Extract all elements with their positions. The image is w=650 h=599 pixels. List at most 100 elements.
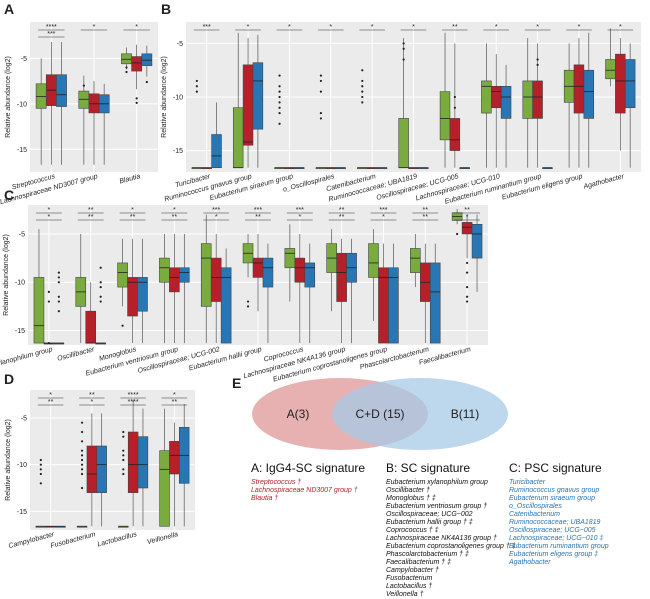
- outlier-point: [99, 285, 102, 289]
- outlier-point: [80, 454, 84, 457]
- outlier-point: [121, 324, 124, 327]
- outlier-point: [402, 58, 405, 61]
- outlier-point: [195, 79, 198, 83]
- box-1: [294, 257, 306, 283]
- category-label: Oscillibacter: [57, 346, 96, 363]
- outlier-point: [319, 117, 323, 120]
- y-tick-label: -15: [17, 509, 27, 516]
- sc-signature-item: Faecalibacterium † ‡: [386, 559, 451, 566]
- sc-signature-item: Eubacterium hallii group † ‡: [386, 519, 473, 526]
- psc-signature: C: PSC signature Turicibacter Ruminococcu…: [509, 461, 609, 567]
- y-tick-label: -15: [173, 148, 183, 155]
- outlier-point: [80, 463, 84, 466]
- box-0: [35, 83, 47, 109]
- box-2: [220, 267, 232, 344]
- box-1: [378, 267, 389, 344]
- outlier-point: [47, 290, 51, 293]
- psc-signature-item: o_Oscillospirales: [509, 503, 562, 510]
- box-2: [96, 445, 107, 493]
- significance-label: *: [298, 214, 301, 221]
- box-0: [481, 80, 492, 114]
- significance-label: *: [329, 24, 332, 31]
- outlier-point: [39, 482, 42, 485]
- outlier-point: [122, 435, 125, 438]
- outlier-point: [319, 74, 323, 77]
- psc-signature-list: Turicibacter Ruminococcus gnavus group Eub…: [509, 479, 609, 567]
- panel-C-ylabel: Relative abundance (log2): [3, 234, 10, 316]
- panel-A-ylabel: Relative abundance (log2): [5, 56, 12, 138]
- sc-signature-item: Campylobacter †: [386, 567, 439, 574]
- box-1: [242, 64, 254, 146]
- panel-B-ylabel: Relative abundance (log2): [161, 56, 168, 138]
- outlier-point: [39, 458, 42, 462]
- significance-label: *: [49, 392, 52, 399]
- significance-label: ***: [254, 207, 262, 214]
- box-1: [131, 56, 143, 72]
- significance-label: *: [495, 24, 498, 31]
- psc-signature-item: Lachnospiraceae; UCG−010 ‡: [509, 535, 604, 542]
- box-0: [159, 257, 170, 283]
- box-1: [127, 277, 138, 317]
- outlier-point: [99, 266, 102, 269]
- igg4sc-signature-title: A: IgG4-SC signature: [251, 461, 366, 475]
- outlier-point: [465, 300, 469, 303]
- box-1: [85, 310, 97, 344]
- outlier-point: [82, 84, 85, 87]
- category-label: Blautia: [119, 173, 142, 185]
- significance-label: *: [619, 24, 622, 31]
- outlier-point: [39, 468, 42, 471]
- significance-label: *: [371, 24, 374, 31]
- category-label: Agathobacter: [582, 173, 626, 191]
- significance-label: *: [288, 24, 291, 31]
- box-1: [573, 64, 585, 114]
- significance-label: **: [452, 24, 458, 31]
- outlier-point: [361, 95, 364, 99]
- sc-signature-item: Veillonella †: [386, 591, 424, 598]
- box-2: [137, 277, 148, 312]
- significance-label: *: [48, 214, 51, 221]
- significance-label: **: [88, 214, 94, 221]
- outlier-point: [99, 295, 102, 298]
- y-tick-label: -10: [17, 101, 27, 108]
- significance-label: *: [135, 24, 138, 31]
- box-0: [159, 450, 170, 527]
- category-label: Fusobacterium: [50, 531, 97, 550]
- significance-label: **: [172, 399, 178, 406]
- box-0: [33, 277, 45, 344]
- significance-label: **: [255, 214, 261, 221]
- sc-signature-item: Eubacterium xylanophilum group: [386, 479, 488, 486]
- outlier-point: [361, 79, 364, 83]
- outlier-point: [135, 97, 138, 100]
- venn-label-cd: C+D (15): [355, 407, 404, 421]
- outlier-point: [453, 95, 456, 99]
- significance-label: *: [131, 207, 134, 214]
- y-tick-label: -5: [21, 416, 27, 423]
- significance-label: **: [172, 214, 178, 221]
- sc-signature-item: Monoglobus † ‡: [386, 495, 436, 502]
- box-1: [127, 431, 139, 493]
- outlier-point: [456, 232, 459, 236]
- psc-signature-title: C: PSC signature: [509, 461, 602, 475]
- significance-label: *: [412, 24, 415, 31]
- box-1: [449, 118, 461, 151]
- outlier-point: [125, 66, 128, 69]
- psc-signature-item: Ruminococcaceae; UBA1819: [509, 519, 601, 526]
- outlier-point: [135, 101, 138, 105]
- panel-B-letter: B: [161, 1, 171, 17]
- box-0: [284, 248, 296, 269]
- box-0: [605, 59, 616, 80]
- outlier-point: [57, 271, 60, 274]
- outlier-point: [536, 58, 539, 61]
- outlier-point: [402, 47, 405, 50]
- panel-C-letter: C: [4, 187, 14, 203]
- sc-signature-item: Lactobacillus †: [386, 583, 433, 590]
- panel-D-letter: D: [4, 371, 14, 387]
- category-label: Campylobacter: [8, 531, 56, 550]
- box-2: [624, 59, 636, 109]
- y-tick-label: -15: [17, 147, 27, 154]
- sc-signature-item: Phascolarctobacterium † ‡: [386, 551, 469, 558]
